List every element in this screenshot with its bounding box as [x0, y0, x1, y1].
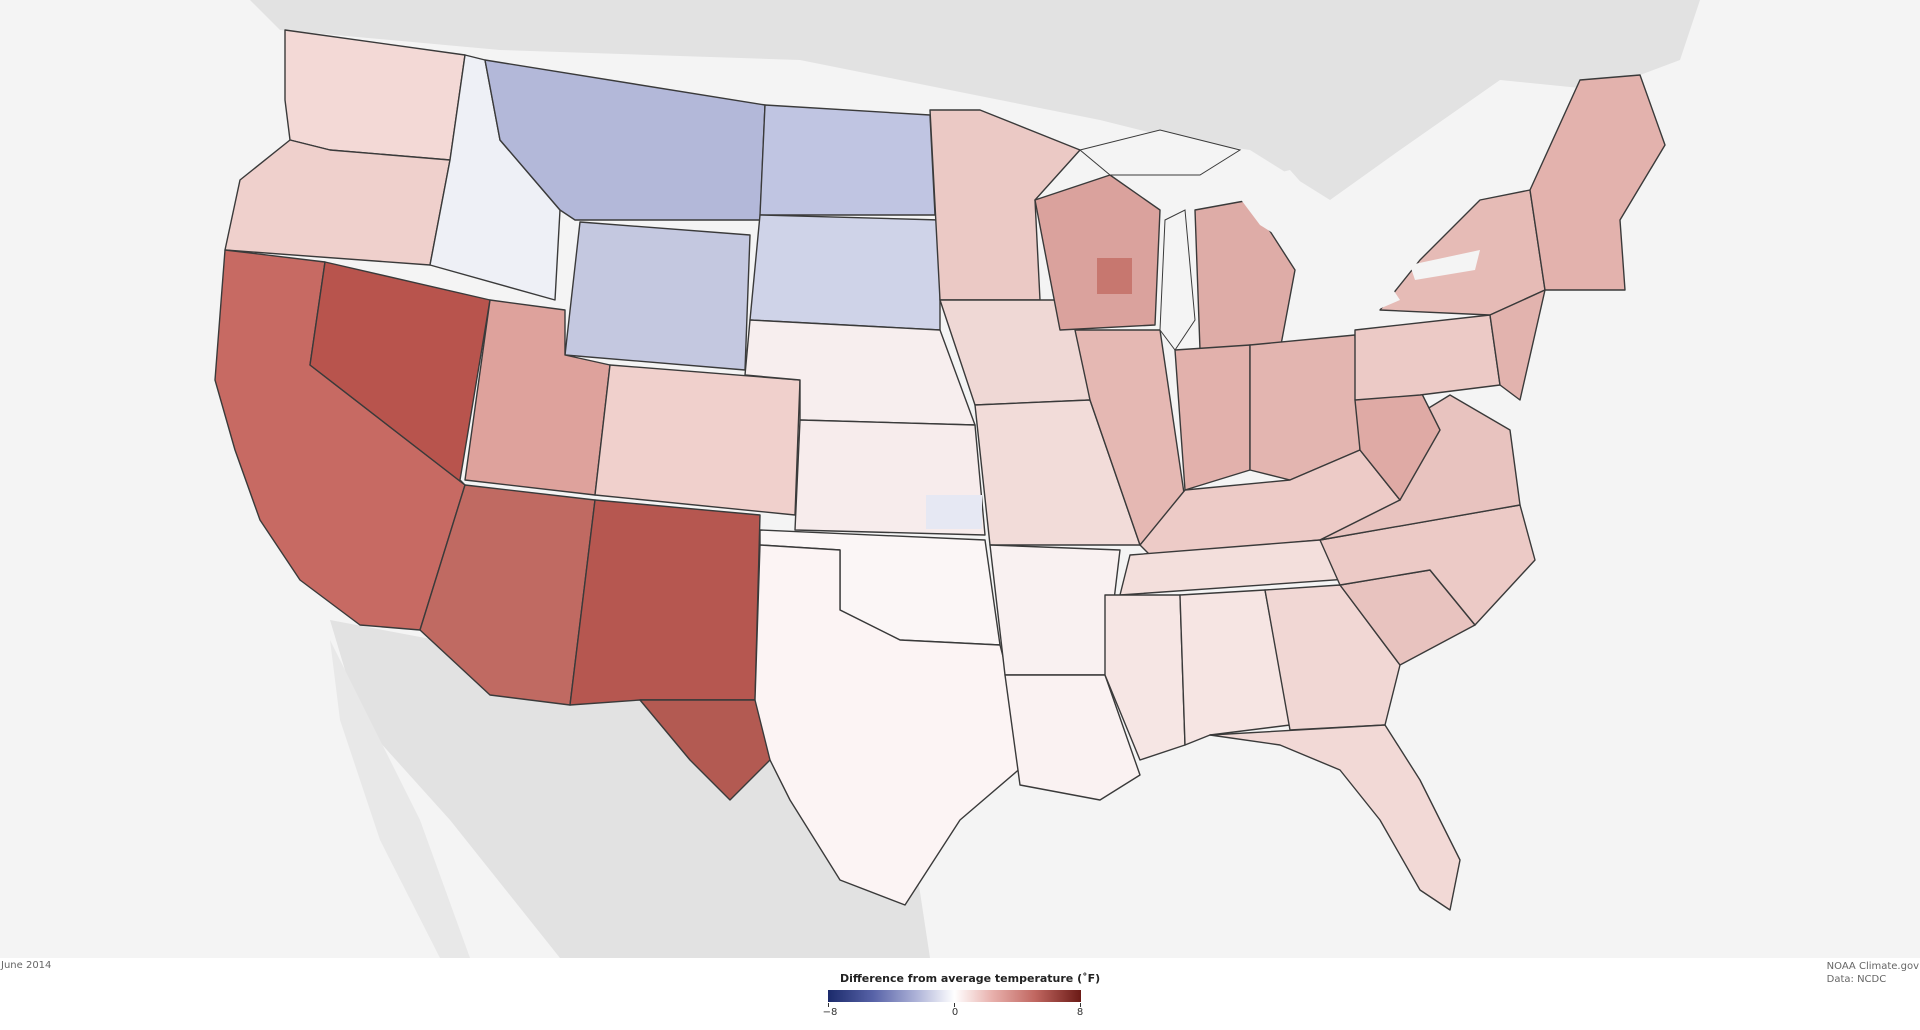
- region-mid-atlantic: [1489, 289, 1546, 401]
- region-oregon: [224, 139, 451, 266]
- region-louisiana: [1004, 674, 1141, 801]
- region-alabama: [1179, 589, 1291, 746]
- canada-landmass: [250, 0, 1700, 200]
- credit-data: Data: NCDC: [1826, 974, 1887, 985]
- region-colorado: [594, 364, 801, 516]
- legend-title: Difference from average temperature (˚F): [840, 972, 1101, 985]
- region-arizona: [419, 484, 596, 706]
- region-florida: [1209, 724, 1461, 911]
- legend-max-label: 8: [1076, 1007, 1084, 1018]
- legend-color-bar: [828, 990, 1081, 1002]
- lake-michigan: [1159, 209, 1196, 351]
- region-wyoming: [564, 221, 751, 371]
- legend-tick-mid: [954, 1003, 955, 1007]
- legend-tick-min: [828, 1003, 829, 1007]
- temperature-anomaly-map: [0, 0, 1920, 958]
- region-georgia: [1264, 584, 1401, 731]
- region-mississippi: [1104, 594, 1186, 761]
- legend-min-label: −8: [822, 1007, 838, 1018]
- legend-tick-max: [1080, 1003, 1081, 1007]
- lake-huron: [1230, 170, 1330, 250]
- region-washington: [284, 29, 466, 161]
- region-west-texas: [639, 699, 771, 801]
- lake-superior: [1078, 129, 1242, 176]
- region-pennsylvania: [1354, 314, 1501, 401]
- region-south-dakota: [749, 214, 941, 331]
- region-indiana: [1174, 344, 1251, 491]
- kansas-cool-spot: [926, 495, 982, 529]
- credit-source: NOAA Climate.gov: [1826, 961, 1919, 972]
- region-new-york: [1379, 189, 1546, 316]
- map-date: June 2014: [1, 960, 52, 971]
- lake-erie: [1310, 285, 1400, 330]
- baja-peninsula: [330, 640, 470, 958]
- region-michigan: [1194, 199, 1296, 351]
- wisconsin-hot-spot: [1097, 258, 1132, 294]
- region-new-england: [1529, 74, 1666, 291]
- region-arkansas: [989, 544, 1121, 676]
- map-canvas: [214, 0, 1700, 958]
- region-nevada: [309, 261, 491, 486]
- region-north-dakota: [759, 104, 936, 216]
- credit-block: NOAA Climate.gov Data: NCDC: [1827, 960, 1919, 986]
- mexico-landmass: [330, 620, 930, 958]
- legend-mid-label: 0: [951, 1007, 959, 1018]
- region-new-mexico: [569, 499, 761, 706]
- lake-ontario: [1410, 250, 1480, 280]
